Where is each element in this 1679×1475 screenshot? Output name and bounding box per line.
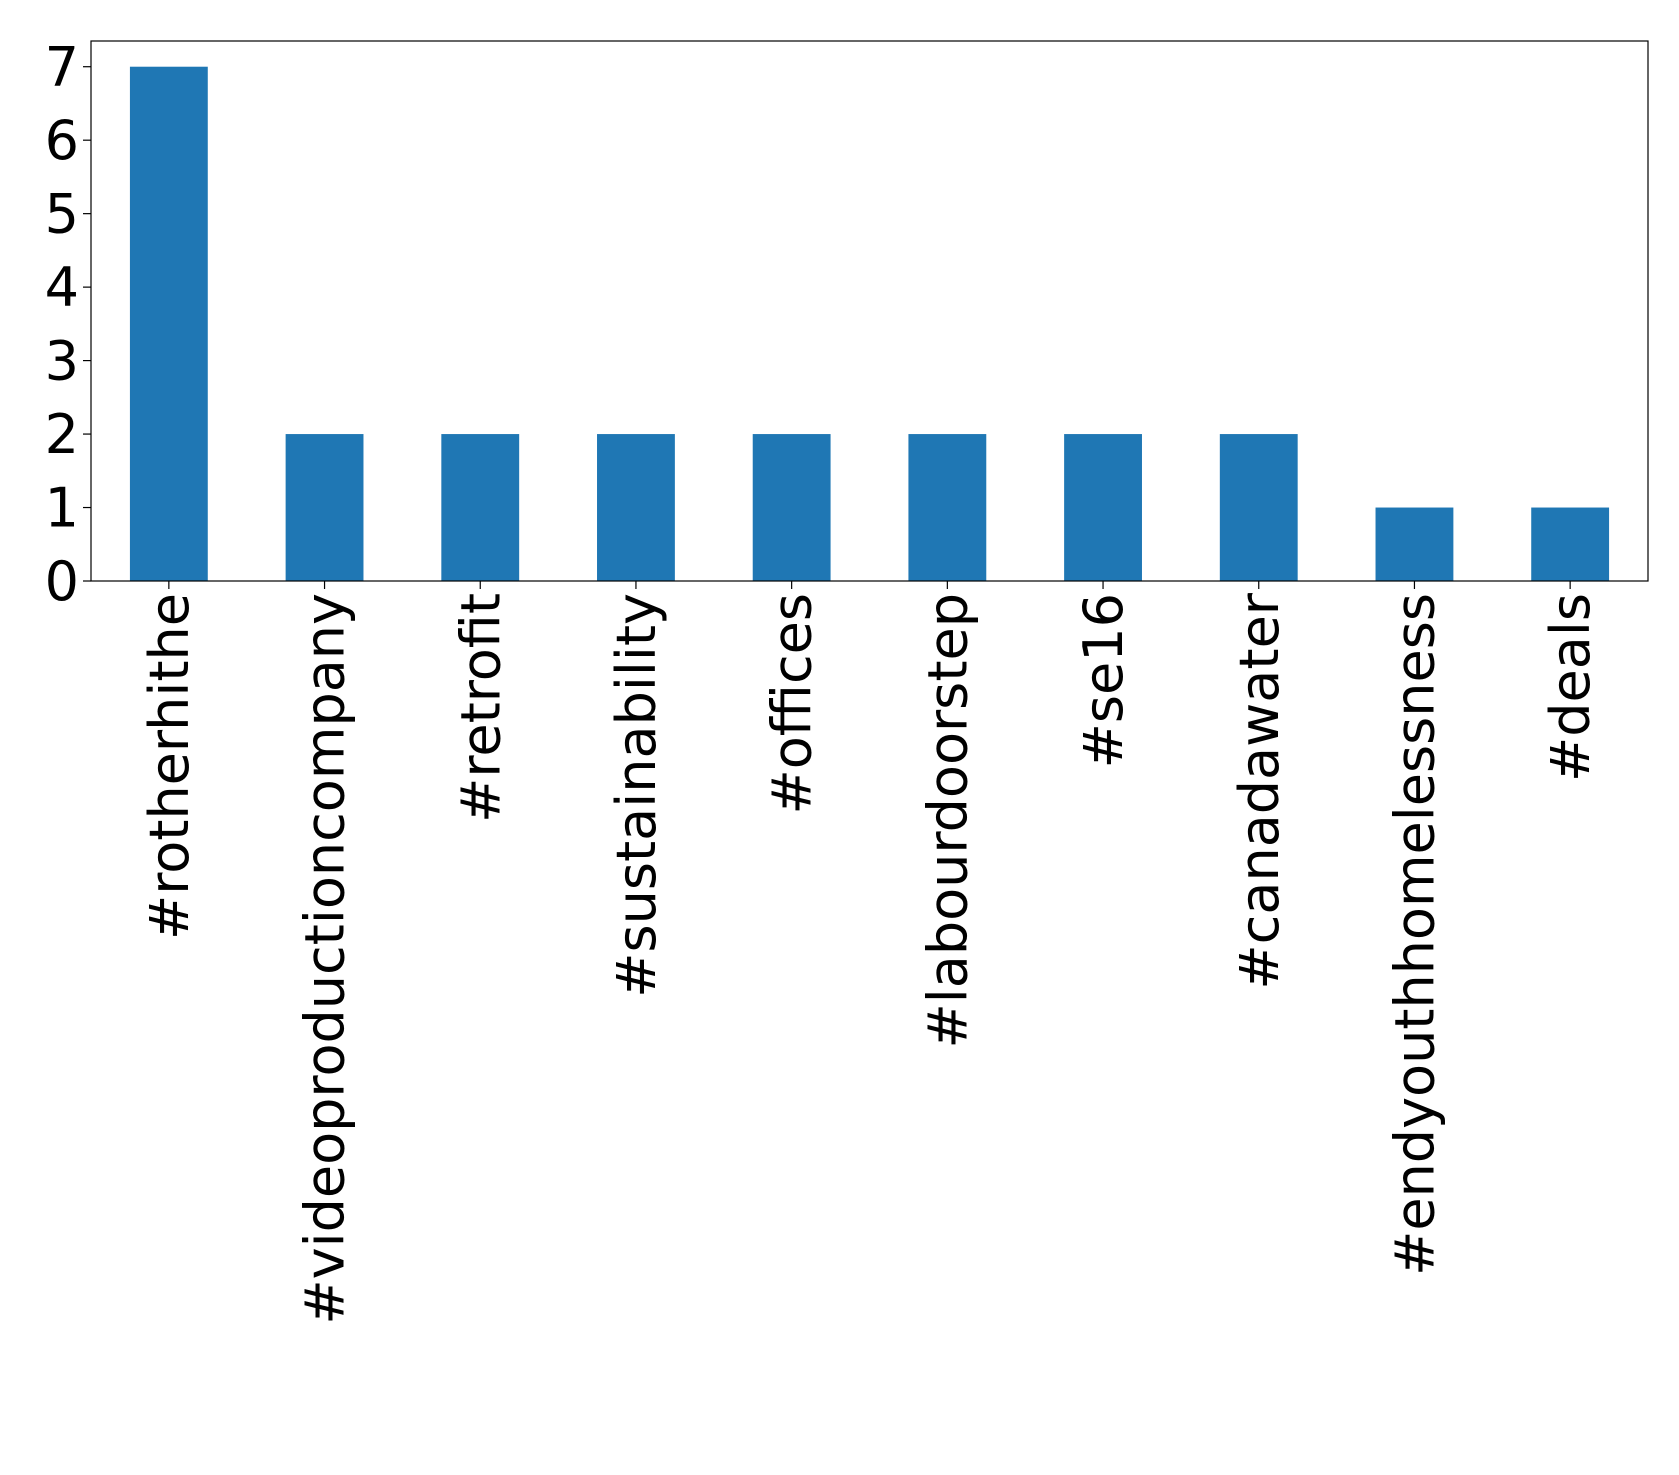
- x-tick-label: #labourdoorstep: [916, 593, 979, 1049]
- bar: [908, 434, 987, 581]
- bar: [1064, 434, 1142, 581]
- x-tick-label: #deals: [1539, 593, 1602, 782]
- x-tick-label: #videoproductioncompany: [294, 593, 357, 1325]
- bar: [597, 434, 675, 581]
- bar: [285, 434, 364, 581]
- x-tick-label: #endyouthhomelessness: [1383, 593, 1446, 1276]
- bar: [441, 434, 520, 581]
- x-tick-label: #sustainability: [605, 593, 668, 998]
- x-tick-label: #se16: [1072, 593, 1135, 768]
- bar: [1219, 434, 1298, 581]
- axes-frame: [90, 40, 1649, 582]
- bar: [129, 66, 208, 581]
- y-tick-label: 1: [45, 477, 79, 540]
- y-tick-label: 2: [45, 403, 79, 466]
- x-tick-label: #retrofit: [449, 593, 512, 823]
- y-tick-label: 4: [45, 256, 79, 319]
- y-tick-label: 7: [45, 36, 79, 99]
- y-tick-label: 0: [45, 550, 79, 613]
- x-tick-label: #rotherhithe: [138, 593, 201, 940]
- bar: [1531, 507, 1610, 581]
- y-tick-label: 5: [45, 183, 79, 246]
- y-tick-label: 6: [45, 109, 79, 172]
- x-tick-label: #canadawater: [1228, 592, 1291, 989]
- bar: [752, 434, 831, 581]
- x-tick-label: #offices: [761, 593, 824, 815]
- bar: [1375, 507, 1454, 581]
- y-tick-label: 3: [45, 330, 79, 393]
